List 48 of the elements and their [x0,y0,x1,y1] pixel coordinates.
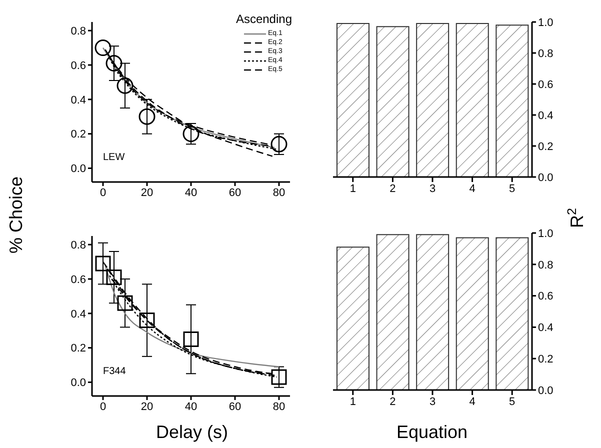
x-axis-title: Equation [396,422,468,442]
x-tick-label: 1 [350,396,356,408]
y-tick-label: 0.0 [70,163,86,176]
y-tick-label: 0.4 [70,94,86,106]
x-tick-label: 3 [429,396,436,408]
x-tick-label: 40 [184,400,198,413]
annotation: LEW [103,152,126,163]
x-tick-label: 3 [429,182,436,195]
y-tick-label: 0.4 [70,308,86,320]
y-tick-label: 0.2 [70,342,86,355]
y-tick-label: 0.2 [538,354,554,366]
x-tick-label: 4 [469,396,476,408]
y-tick-label: 0.8 [538,48,554,60]
x-tick-label: 2 [390,182,396,195]
x-tick-label: 0 [100,186,106,199]
y-tick-label: 0.8 [538,259,554,272]
y-tick-label: 0.0 [70,377,86,390]
x-tick-label: 60 [228,186,242,199]
x-tick-label: 80 [272,186,286,199]
x-axis-title: Delay (s) [156,422,228,442]
y-tick-label: 0.6 [70,274,86,286]
y-axis-title: % Choice [6,176,26,254]
y-tick-label: 0.6 [538,290,554,303]
x-tick-label: 0 [100,400,106,413]
annotation: F344 [103,366,126,377]
y-tick-label: 0.6 [70,60,86,72]
x-tick-label: 2 [390,396,396,408]
x-tick-label: 5 [509,396,516,408]
legend-title: Ascending [236,12,292,26]
y-tick-label: 0.6 [538,78,554,91]
y-tick-label: 1.0 [538,228,554,240]
y-tick-label: 0.4 [538,110,554,122]
y-tick-label: 0.0 [538,384,554,397]
y-tick-label: 0.8 [70,26,86,38]
y-tick-label: 0.8 [70,240,86,252]
x-tick-label: 20 [140,186,154,199]
x-tick-label: 40 [184,186,198,199]
x-tick-label: 5 [509,182,516,195]
y-tick-label: 0.0 [538,172,554,184]
x-tick-label: 20 [140,400,154,413]
y-tick-label: 0.4 [538,322,554,334]
x-tick-label: 80 [272,400,286,413]
y-tick-label: 0.2 [538,140,554,153]
x-tick-label: 60 [228,400,242,413]
x-tick-label: 1 [350,182,356,195]
y-tick-label: 1.0 [538,16,554,29]
x-tick-label: 4 [469,182,476,195]
y-tick-label: 0.2 [70,128,86,141]
